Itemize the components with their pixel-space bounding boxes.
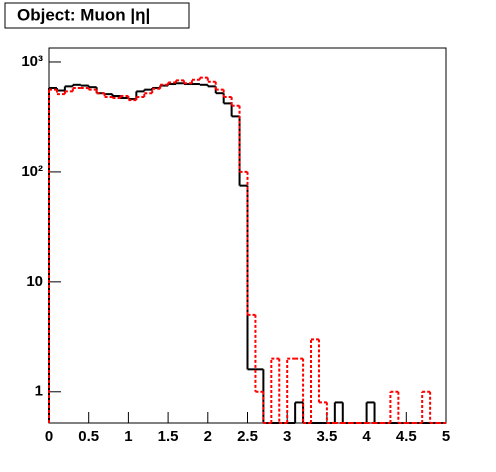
chart-title: Object: Muon |η|: [17, 5, 150, 24]
x-tick-label: 4.5: [396, 428, 417, 445]
y-tick-label: 10: [26, 273, 43, 290]
x-tick-label: 1.5: [158, 428, 179, 445]
x-tick-label: 2: [204, 428, 212, 445]
x-tick-label: 5: [442, 428, 450, 445]
x-tick-label: 1: [124, 428, 132, 445]
x-tick-label: 4: [362, 428, 371, 445]
x-tick-label: 3: [283, 428, 291, 445]
title-box: [4, 2, 190, 29]
x-tick-label: 3.5: [316, 428, 337, 445]
x-tick-label: 2.5: [237, 428, 258, 445]
y-tick-label: 10³: [21, 53, 43, 70]
x-tick-label: 0.5: [78, 428, 99, 445]
y-tick-label: 10²: [21, 163, 43, 180]
y-tick-label: 1: [35, 383, 43, 400]
x-tick-label: 0: [45, 428, 53, 445]
